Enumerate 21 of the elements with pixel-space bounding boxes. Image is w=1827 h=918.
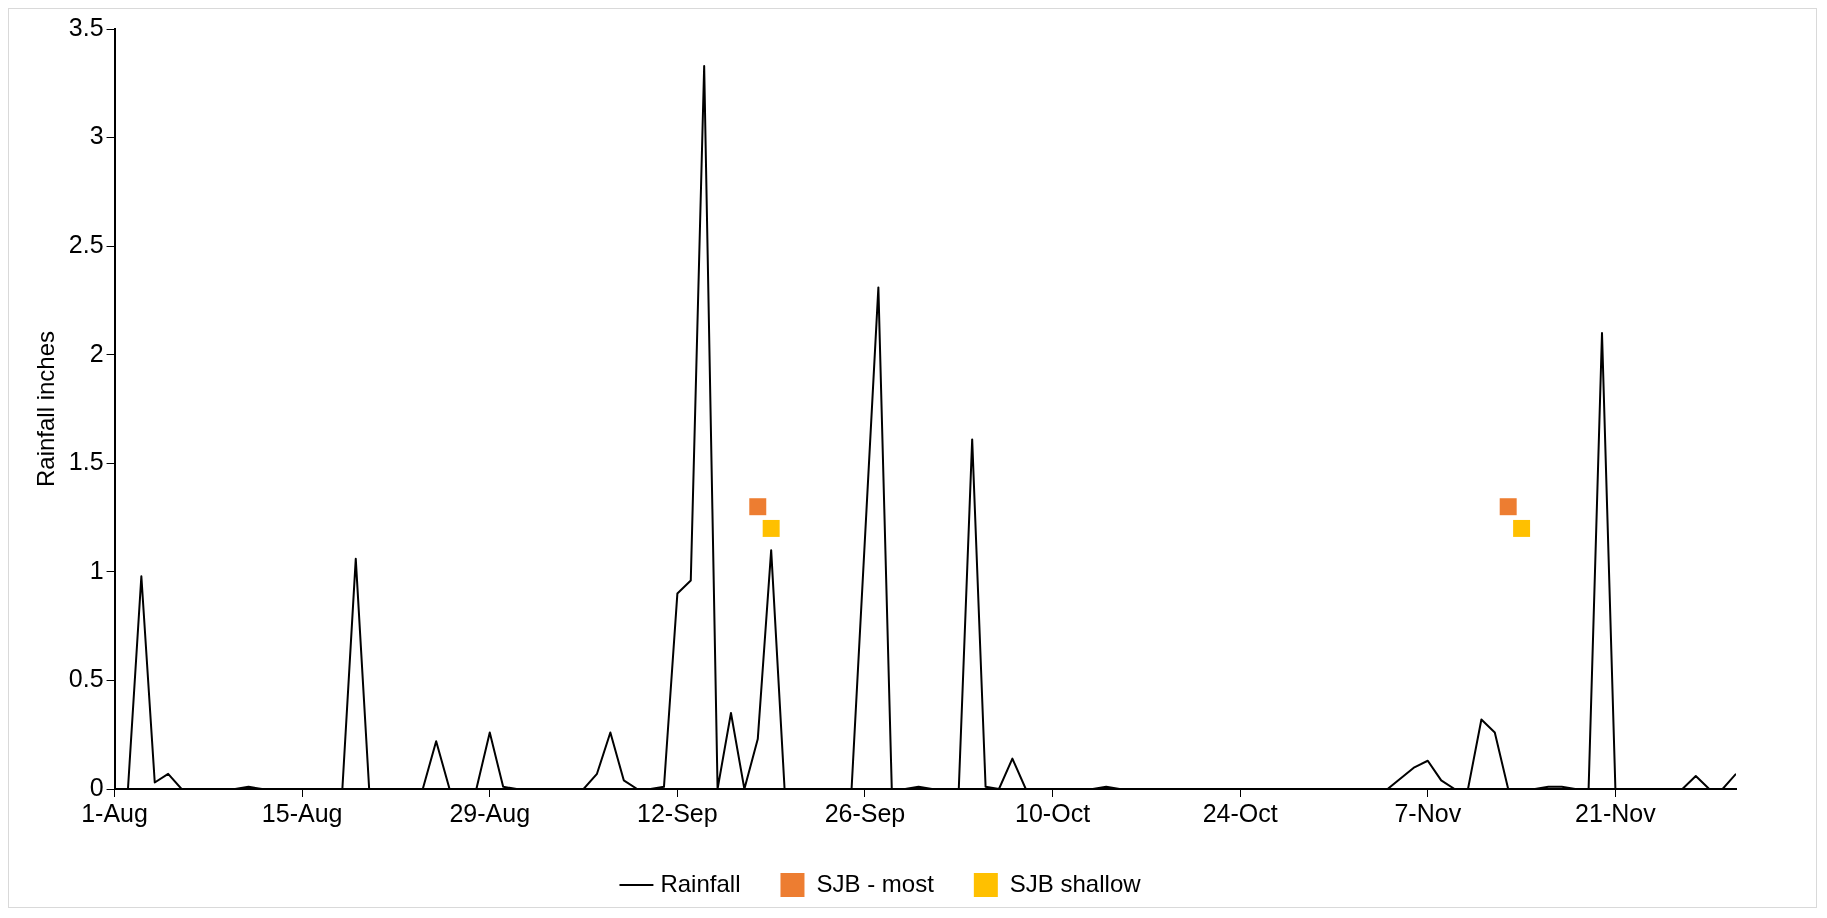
x-tick-label: 12-Sep (637, 798, 718, 827)
y-tick-label: 3.5 (68, 12, 104, 41)
x-tick-label: 21-Nov (1575, 798, 1657, 827)
x-tick-label: 26-Sep (824, 798, 906, 827)
y-tick-label: 3 (89, 121, 104, 150)
legend-label: Rainfall (660, 869, 741, 897)
legend-label: SJB - most (816, 869, 935, 897)
y-tick-label: 1.5 (68, 447, 104, 476)
x-tick-label: 24-Oct (1202, 798, 1278, 827)
y-tick-label: 2 (89, 338, 104, 367)
y-tick-label: 0 (89, 772, 104, 801)
x-tick-label: 29-Aug (449, 798, 531, 827)
x-tick-label: 1-Aug (81, 798, 148, 827)
y-tick-label: 1 (89, 555, 104, 584)
y-axis-title: Rainfall inches (32, 330, 60, 488)
y-tick-label: 2.5 (68, 230, 104, 259)
x-tick-label: 7-Nov (1394, 798, 1462, 827)
y-tick-label: 0.5 (68, 664, 104, 693)
legend-label: SJB shallow (1009, 869, 1142, 897)
x-tick-label: 15-Aug (261, 798, 343, 827)
x-tick-label: 10-Oct (1015, 798, 1091, 827)
